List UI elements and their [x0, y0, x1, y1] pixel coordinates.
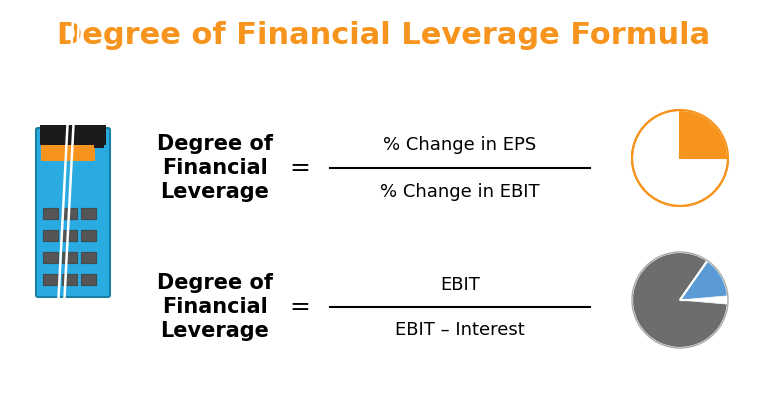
Text: Degree of Financial Leverage Formula: Degree of Financial Leverage Formula	[58, 21, 710, 49]
FancyBboxPatch shape	[43, 208, 59, 220]
FancyBboxPatch shape	[94, 138, 104, 148]
FancyBboxPatch shape	[40, 125, 106, 145]
FancyBboxPatch shape	[36, 128, 110, 297]
Wedge shape	[632, 252, 728, 348]
Wedge shape	[680, 261, 728, 300]
FancyBboxPatch shape	[62, 208, 78, 220]
Text: =: =	[290, 295, 310, 319]
Text: % Change in EPS: % Change in EPS	[383, 136, 537, 154]
Wedge shape	[632, 110, 728, 206]
Text: Degree of
Financial
Leverage: Degree of Financial Leverage	[157, 134, 273, 202]
FancyBboxPatch shape	[62, 230, 78, 242]
FancyBboxPatch shape	[81, 230, 97, 242]
Wedge shape	[632, 110, 728, 206]
Text: EBIT – Interest: EBIT – Interest	[395, 321, 525, 339]
FancyBboxPatch shape	[81, 252, 97, 264]
FancyBboxPatch shape	[81, 208, 97, 220]
Text: EBIT: EBIT	[440, 276, 480, 294]
Text: =: =	[290, 156, 310, 180]
FancyBboxPatch shape	[43, 230, 59, 242]
FancyBboxPatch shape	[62, 274, 78, 286]
FancyBboxPatch shape	[43, 274, 59, 286]
FancyBboxPatch shape	[43, 252, 59, 264]
FancyBboxPatch shape	[62, 252, 78, 264]
FancyBboxPatch shape	[81, 274, 97, 286]
Wedge shape	[680, 296, 728, 304]
Text: Degree of
Financial
Leverage: Degree of Financial Leverage	[157, 273, 273, 341]
Text: % Change in EBIT: % Change in EBIT	[380, 183, 540, 201]
FancyBboxPatch shape	[41, 145, 95, 161]
